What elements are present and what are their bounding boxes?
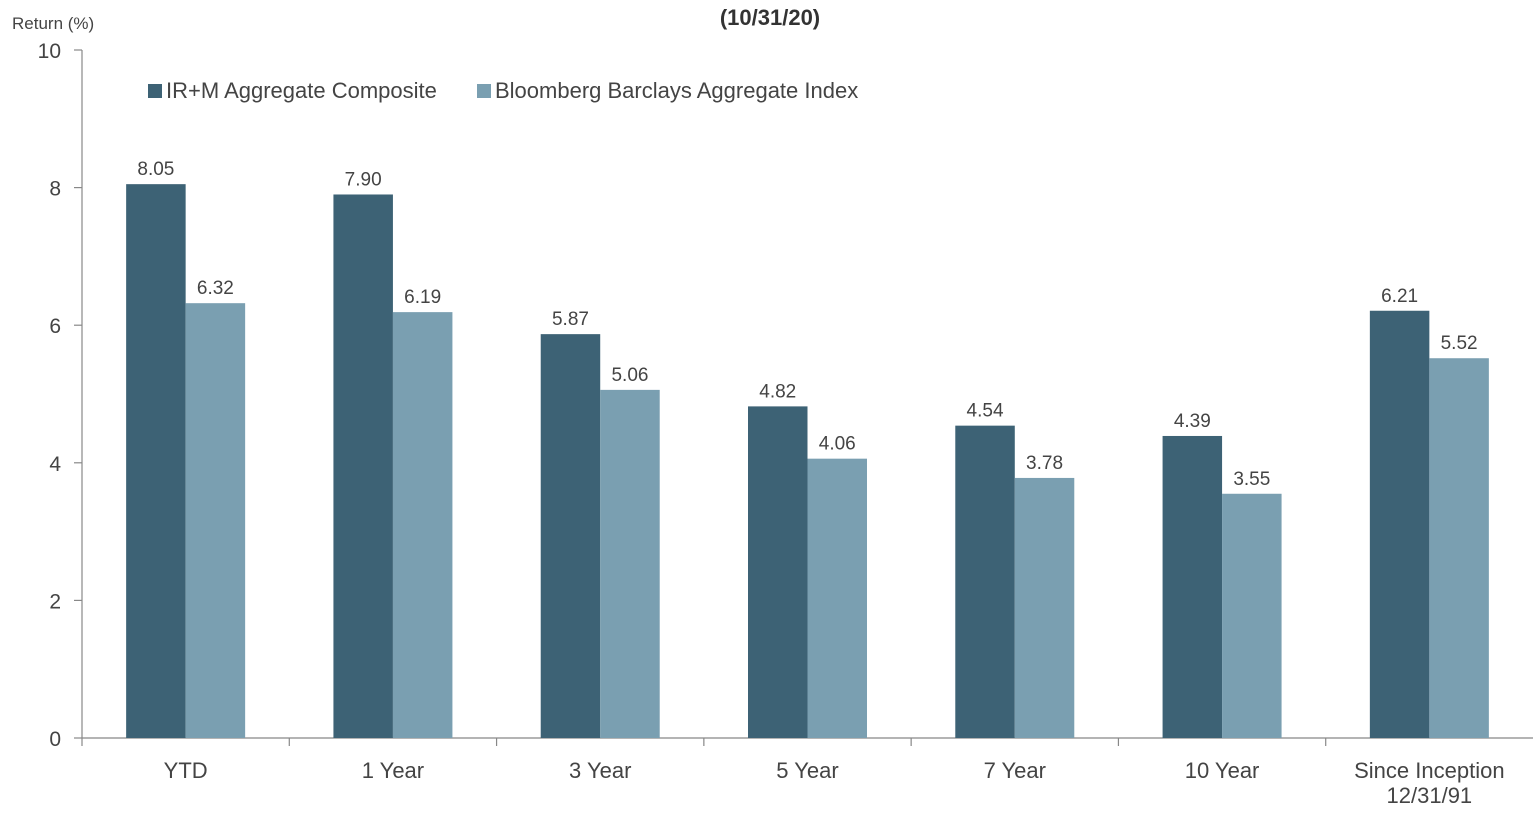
bar-series-2 — [1014, 477, 1075, 738]
x-category-label: 3 Year — [569, 758, 631, 783]
data-label: 3.78 — [1026, 453, 1063, 474]
bar-series-2 — [392, 312, 453, 738]
x-category-label: 5 Year — [776, 758, 838, 783]
y-tick-label: 10 — [38, 40, 61, 63]
bar-series-2 — [600, 389, 660, 738]
data-label: 8.05 — [137, 159, 174, 180]
bar-series-2 — [185, 303, 246, 738]
x-category-label: Since Inception — [1354, 758, 1504, 783]
bar-series-1 — [333, 194, 393, 739]
y-tick-label: 6 — [49, 315, 61, 338]
x-category-label: YTD — [164, 758, 208, 783]
y-tick-label: 8 — [49, 178, 61, 201]
bar-series-1 — [540, 334, 601, 738]
data-label: 5.06 — [611, 365, 648, 386]
axes: 0 2 4 6 8 10 YTD 1 Year 3 Year 5 Year 7 Year 10 Yea… — [38, 40, 1533, 808]
data-label: 3.55 — [1233, 469, 1270, 490]
bar-series-1 — [955, 425, 1015, 738]
data-label: 5.52 — [1441, 333, 1478, 354]
data-label: 6.19 — [404, 287, 441, 308]
legend: IR+M Aggregate Composite Bloomberg Barcla… — [148, 78, 858, 103]
legend-label: Bloomberg Barclays Aggregate Index — [495, 78, 858, 103]
y-tick-label: 4 — [49, 453, 61, 476]
data-label: 5.87 — [552, 309, 589, 330]
data-label: 4.06 — [819, 434, 856, 455]
data-label: 7.90 — [345, 169, 382, 190]
data-label: 6.32 — [197, 278, 234, 299]
x-category-label: 7 Year — [984, 758, 1046, 783]
bar-series-1 — [748, 406, 808, 738]
bars: 8.05 7.90 5.87 4.82 4.54 4.39 6.21 6.32 6.19 5.06… — [126, 159, 1489, 739]
legend-label: IR+M Aggregate Composite — [166, 78, 437, 103]
bar-series-1 — [1369, 310, 1430, 738]
y-tick-label: 2 — [49, 590, 61, 613]
bar-series-1 — [1162, 435, 1223, 738]
chart-title: (10/31/20) — [720, 5, 820, 30]
data-label: 4.39 — [1174, 411, 1211, 432]
bar-series-2 — [807, 458, 867, 738]
data-label: 6.21 — [1381, 286, 1418, 307]
data-label: 4.82 — [759, 381, 796, 402]
legend-swatch — [148, 84, 162, 98]
legend-swatch — [477, 84, 491, 98]
bar-series-2 — [1429, 358, 1489, 738]
y-axis-label: Return (%) — [12, 14, 94, 33]
x-category-label: 10 Year — [1185, 758, 1260, 783]
x-category-label: 12/31/91 — [1387, 783, 1473, 808]
bar-series-2 — [1222, 493, 1282, 738]
data-label: 4.54 — [967, 401, 1004, 422]
bar-series-1 — [126, 184, 186, 738]
x-category-label: 1 Year — [362, 758, 424, 783]
y-tick-label: 0 — [49, 728, 61, 751]
